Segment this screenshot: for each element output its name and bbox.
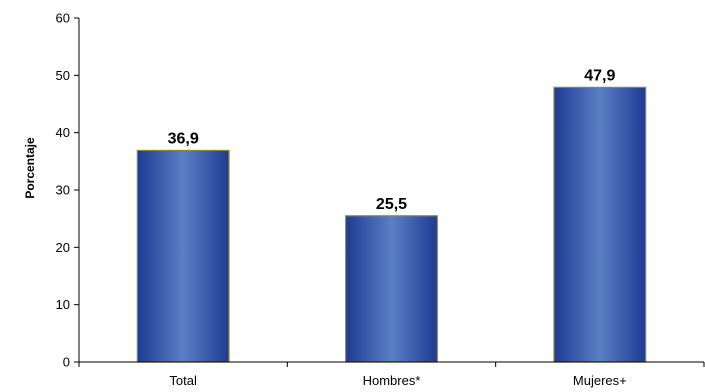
y-tick-label: 60 [56,11,70,26]
bar [553,86,647,363]
x-tick-label: Total [169,373,197,388]
y-tick-label: 0 [63,355,70,370]
data-label: 25,5 [376,196,407,213]
x-tick-label: Hombres* [363,373,421,388]
y-axis-label: Porcentaje [23,137,37,199]
y-tick-label: 40 [56,125,70,140]
bar [136,149,230,363]
y-tick-label: 10 [56,297,70,312]
data-label: 36,9 [168,130,199,147]
y-tick-label: 30 [56,183,70,198]
x-axis-categories: Total Hombres* Mujeres+ [169,373,626,388]
x-tick-label: Mujeres+ [573,373,627,388]
bars [136,86,647,363]
axes [78,18,705,367]
y-axis-ticks: 0 10 20 30 40 50 60 [56,11,79,370]
y-tick-label: 20 [56,240,70,255]
bar [345,215,438,363]
data-labels: 36,9 25,5 47,9 [168,67,616,212]
y-tick-label: 50 [56,68,70,83]
data-label: 47,9 [584,67,615,84]
